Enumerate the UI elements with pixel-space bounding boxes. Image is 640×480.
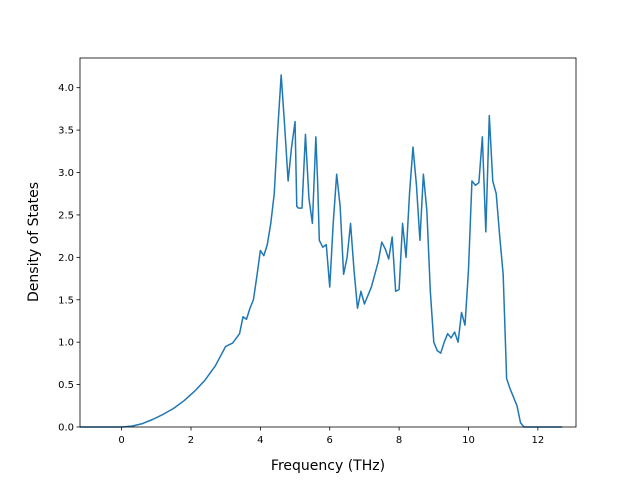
x-tick-label: 12 xyxy=(531,435,544,446)
y-axis-ticks: 0.0 0.5 1.0 1.5 2.0 2.5 3.0 3.5 4.0 xyxy=(58,83,80,434)
y-tick-label: 3.5 xyxy=(58,126,74,137)
y-tick-label: 1.5 xyxy=(58,295,74,306)
x-axis-title: Frequency (THz) xyxy=(271,458,385,474)
x-tick-label: 8 xyxy=(396,435,402,446)
y-tick-label: 0.0 xyxy=(58,423,74,434)
plot-frame xyxy=(79,57,577,428)
y-tick-label: 4.0 xyxy=(58,83,74,94)
y-tick-label: 1.0 xyxy=(58,338,74,349)
y-tick-label: 2.5 xyxy=(58,210,74,221)
x-axis-ticks: 0 2 4 6 8 10 12 xyxy=(118,427,544,446)
x-tick-label: 2 xyxy=(188,435,194,446)
x-tick-label: 6 xyxy=(327,435,333,446)
dos-series-line xyxy=(80,74,563,428)
y-tick-label: 2.0 xyxy=(58,253,74,264)
y-tick-label: 0.5 xyxy=(58,380,74,391)
x-tick-label: 4 xyxy=(257,435,263,446)
y-axis-title: Density of States xyxy=(26,182,42,302)
y-tick-label: 3.0 xyxy=(58,168,74,179)
x-tick-label: 0 xyxy=(118,435,124,446)
x-tick-label: 10 xyxy=(462,435,475,446)
